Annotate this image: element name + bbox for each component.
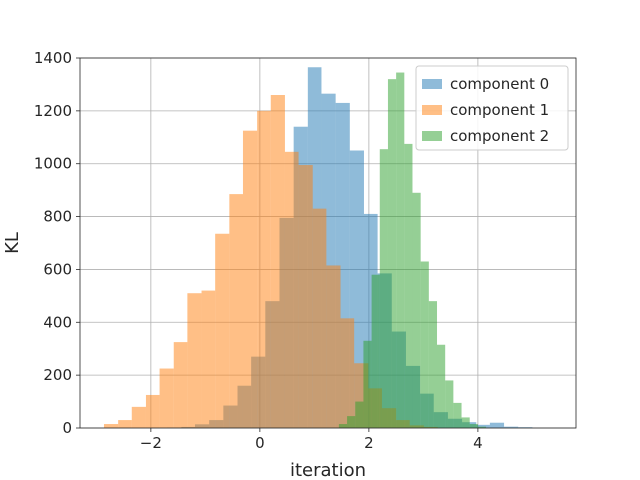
histogram-bar xyxy=(229,194,243,428)
histogram-bar xyxy=(371,274,380,428)
histogram-bar xyxy=(476,424,490,428)
histogram-bar xyxy=(103,424,119,428)
y-axis-title: KL xyxy=(2,232,23,254)
histogram-bar xyxy=(363,340,372,428)
series-2-bars xyxy=(338,72,487,429)
legend: component 0 component 1 component 2 xyxy=(415,65,569,151)
histogram-bar xyxy=(445,380,454,428)
histogram-bar xyxy=(355,401,364,428)
x-tick-label: 4 xyxy=(473,434,483,452)
histogram-bar xyxy=(326,265,341,428)
legend-label-1: component 1 xyxy=(450,101,549,119)
histogram-bar xyxy=(340,318,355,428)
plot-area-frame xyxy=(79,57,577,429)
histogram-bar xyxy=(387,79,397,429)
y-tick-label: 1000 xyxy=(34,155,72,173)
y-tick-label: 800 xyxy=(43,208,72,226)
histogram-bar xyxy=(173,342,188,428)
histogram-bar xyxy=(437,344,446,428)
x-tick-label: −2 xyxy=(140,434,162,452)
histogram-bar xyxy=(145,394,160,428)
histogram-bar xyxy=(489,422,505,428)
histogram-bar xyxy=(201,290,216,428)
histogram-bar xyxy=(379,149,388,428)
y-tick-label: 600 xyxy=(43,260,72,278)
histogram-bar xyxy=(469,424,478,428)
histogram-bar xyxy=(187,293,202,428)
legend-swatch-0 xyxy=(422,79,442,89)
histogram-bar xyxy=(420,261,429,428)
legend-label-2: component 2 xyxy=(450,127,549,145)
histogram-bar xyxy=(396,72,405,429)
legend-box xyxy=(415,65,569,151)
histogram-bar xyxy=(118,420,132,428)
histogram-bar xyxy=(215,233,230,428)
histogram-bar xyxy=(504,426,519,428)
histogram-bar xyxy=(242,130,258,428)
legend-swatch-2 xyxy=(422,131,442,141)
histogram-bar xyxy=(477,426,487,428)
histogram-bar xyxy=(347,416,356,428)
x-tick-label: 0 xyxy=(255,434,265,452)
x-tick-label: 2 xyxy=(364,434,374,452)
histogram-bar xyxy=(298,165,313,429)
y-tick-label: 1400 xyxy=(34,49,72,67)
y-tick-label: 1200 xyxy=(34,102,72,120)
y-tick-label: 0 xyxy=(62,419,72,437)
histogram-bar xyxy=(428,301,438,428)
axis-ticks: −2 0 2 4 0 200 400 600 800 1000 1200 1400 xyxy=(34,49,483,452)
histogram-bar xyxy=(453,402,462,428)
legend-swatch-1 xyxy=(422,105,442,115)
y-tick-label: 400 xyxy=(43,313,72,331)
histogram-bar xyxy=(461,417,470,428)
histogram-bar xyxy=(270,95,285,428)
legend-label-0: component 0 xyxy=(450,75,549,93)
histogram-bar xyxy=(284,151,299,429)
histogram-bar xyxy=(312,208,327,428)
histogram-bar xyxy=(412,192,421,428)
histogram-bar xyxy=(257,110,271,428)
histogram-bar xyxy=(404,143,413,428)
y-tick-label: 200 xyxy=(43,366,72,384)
histogram-bar xyxy=(159,368,174,428)
x-axis-title: iteration xyxy=(290,460,366,480)
histogram-bar xyxy=(131,406,146,428)
histogram-bar xyxy=(338,424,348,428)
histogram-bars xyxy=(103,67,533,429)
